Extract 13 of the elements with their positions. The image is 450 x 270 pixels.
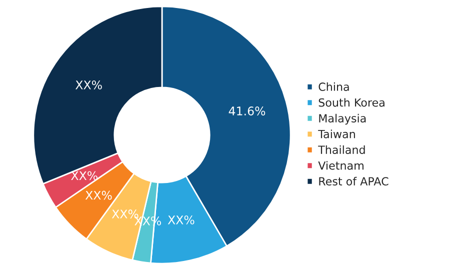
legend-label: Thailand [318, 145, 365, 154]
data-label: XX% [168, 215, 194, 224]
data-label: XX% [71, 171, 98, 180]
legend-label: Rest of APAC [319, 176, 388, 186]
legend-label: South Korea [318, 98, 384, 107]
legend-label: China [318, 82, 349, 91]
legend-label: Vietnam [318, 161, 364, 170]
data-label: 41.6% [228, 106, 266, 116]
legend-label: Taiwan [318, 130, 355, 138]
data-label: XX% [85, 190, 112, 200]
legend-label: Malaysia [319, 114, 366, 125]
data-label: XX% [112, 210, 138, 218]
data-label: XX% [76, 80, 102, 90]
